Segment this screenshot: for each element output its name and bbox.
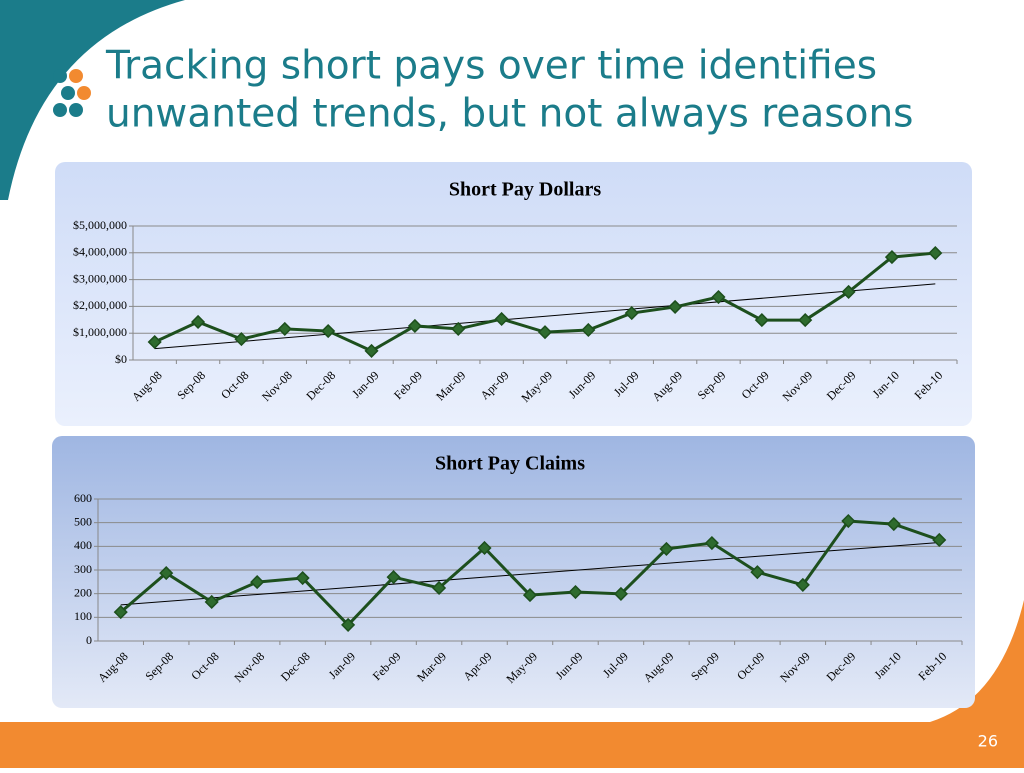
data-point [477, 540, 492, 556]
data-point [277, 321, 292, 336]
trendline [120, 541, 940, 606]
chart-title: Short Pay Dollars [449, 179, 601, 201]
data-point [798, 313, 813, 328]
y-tick-label: $4,000,000 [73, 245, 127, 259]
data-point [928, 246, 943, 261]
logo [53, 69, 91, 117]
data-point [886, 517, 901, 532]
data-point [407, 318, 422, 334]
y-tick-label: 500 [74, 514, 92, 528]
footer-band [0, 722, 1024, 768]
y-tick-label: 300 [74, 562, 92, 576]
data-point [568, 584, 583, 600]
data-point [451, 321, 466, 336]
data-point [711, 289, 726, 305]
data-point [295, 570, 310, 586]
data-point [159, 566, 174, 581]
y-tick-label: $5,000,000 [73, 218, 127, 232]
data-point [204, 594, 219, 610]
data-point [147, 334, 162, 350]
y-tick-label: 400 [74, 538, 92, 552]
data-point [190, 314, 206, 330]
data-point [624, 306, 639, 321]
data-point [234, 332, 249, 347]
data-point [364, 343, 379, 358]
y-tick-label: 0 [86, 633, 92, 647]
data-point [522, 588, 538, 603]
slide-title: Tracking short pays over time identifies [105, 44, 877, 89]
y-tick-label: $1,000,000 [73, 325, 127, 339]
data-point [841, 284, 856, 299]
data-point [754, 313, 769, 328]
data-point [250, 575, 265, 590]
slide-title: unwanted trends, but not always reasons [106, 92, 913, 137]
data-point [659, 541, 674, 556]
data-point [841, 513, 856, 529]
page-number: 26 [978, 732, 998, 751]
data-point [341, 617, 356, 632]
data-point [613, 586, 629, 601]
data-point [581, 322, 596, 338]
data-point [113, 605, 128, 620]
trendline [154, 283, 936, 350]
y-tick-label: 100 [74, 609, 92, 623]
y-tick-label: 200 [74, 585, 92, 599]
data-point [321, 323, 336, 339]
y-tick-label: $0 [115, 352, 127, 366]
data-point [795, 577, 810, 592]
y-tick-label: $2,000,000 [73, 298, 127, 312]
data-point [668, 299, 683, 314]
data-point [884, 250, 900, 265]
y-tick-label: $3,000,000 [73, 271, 127, 285]
y-tick-label: 600 [74, 491, 92, 505]
data-point [537, 325, 553, 340]
chart-panel [52, 436, 975, 708]
chart-title: Short Pay Claims [435, 453, 585, 475]
data-point [494, 311, 509, 327]
footer-curve [930, 600, 1024, 722]
data-point [704, 535, 719, 551]
corner-swoosh [0, 0, 185, 200]
data-point [750, 565, 765, 580]
data-point [932, 532, 947, 548]
data-point [431, 580, 447, 596]
data-point [386, 570, 401, 585]
